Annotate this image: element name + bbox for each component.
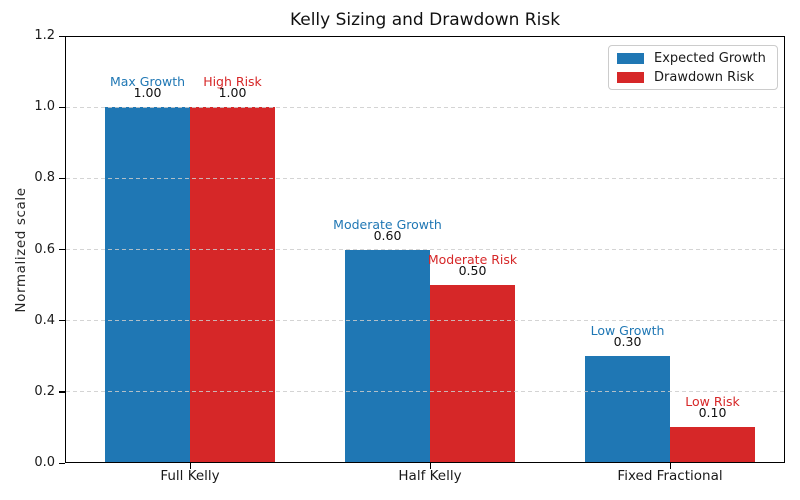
bar-annotation: Low Risk [685, 394, 740, 410]
y-tick-mark [59, 320, 65, 322]
legend-swatch-icon [617, 72, 644, 83]
y-tick-label: 1.0 [34, 99, 55, 115]
legend-item-label: Expected Growth [654, 51, 766, 66]
gridline-y-1.2 [66, 35, 784, 37]
gridline-y-0.8 [66, 177, 784, 179]
legend: Expected Growth Drawdown Risk [608, 45, 778, 90]
y-tick-label: 0.8 [34, 170, 55, 186]
bar-drawdown-risk-half-kelly [430, 285, 515, 463]
bar-value-label: 1.00 [218, 85, 247, 101]
bar-annotation: High Risk [203, 74, 262, 90]
bar-value-label: 0.50 [458, 263, 487, 279]
legend-item: Drawdown Risk [609, 68, 777, 87]
bar-expected-growth-half-kelly [345, 249, 430, 463]
gridline-y-0.2 [66, 391, 784, 393]
y-tick-label: 1.2 [34, 28, 55, 43]
y-tick-label: 0.4 [34, 312, 55, 328]
x-tick-label-fixed-fractional: Fixed Fractional [617, 468, 723, 484]
bar-annotation: Moderate Growth [333, 216, 442, 232]
y-tick-label: 0.0 [34, 455, 55, 470]
x-tick-label-full-kelly: Full Kelly [160, 468, 220, 484]
y-tick-mark [59, 177, 65, 180]
y-tick-mark [59, 249, 65, 251]
legend-item: Expected Growth [609, 49, 777, 68]
y-tick-mark [59, 391, 65, 393]
y-tick-mark [59, 462, 65, 464]
y-tick-label: 0.6 [34, 241, 55, 257]
y-tick-label: 0.2 [34, 383, 55, 399]
x-tick-mark [669, 463, 671, 469]
bar-expected-growth-full-kelly [105, 107, 190, 463]
gridline-y-0.6 [66, 249, 784, 250]
bar-annotation: Low Growth [590, 323, 665, 339]
x-tick-mark [429, 463, 431, 469]
x-tick-label-half-kelly: Half Kelly [398, 468, 462, 484]
legend-swatch-icon [617, 53, 644, 64]
legend-item-label: Drawdown Risk [654, 70, 755, 85]
bar-value-label: 0.60 [373, 227, 402, 243]
x-tick-mark [189, 463, 191, 469]
gridline-y-0.4 [66, 320, 784, 322]
bar-drawdown-risk-full-kelly [190, 107, 275, 463]
bar-drawdown-risk-fixed-fractional [670, 427, 755, 463]
bar-value-label: 0.30 [613, 334, 642, 350]
bar-annotation: Moderate Risk [427, 252, 518, 268]
bar-expected-growth-fixed-fractional [585, 356, 670, 463]
y-tick-mark [59, 35, 65, 37]
bar-value-label: 1.00 [133, 85, 162, 101]
y-tick-mark [59, 106, 65, 108]
bar-annotation: Max Growth [109, 74, 186, 90]
bar-value-label: 0.10 [698, 405, 727, 421]
chart-title: Kelly Sizing and Drawdown Risk [289, 10, 561, 30]
gridline-y-1 [66, 106, 784, 108]
